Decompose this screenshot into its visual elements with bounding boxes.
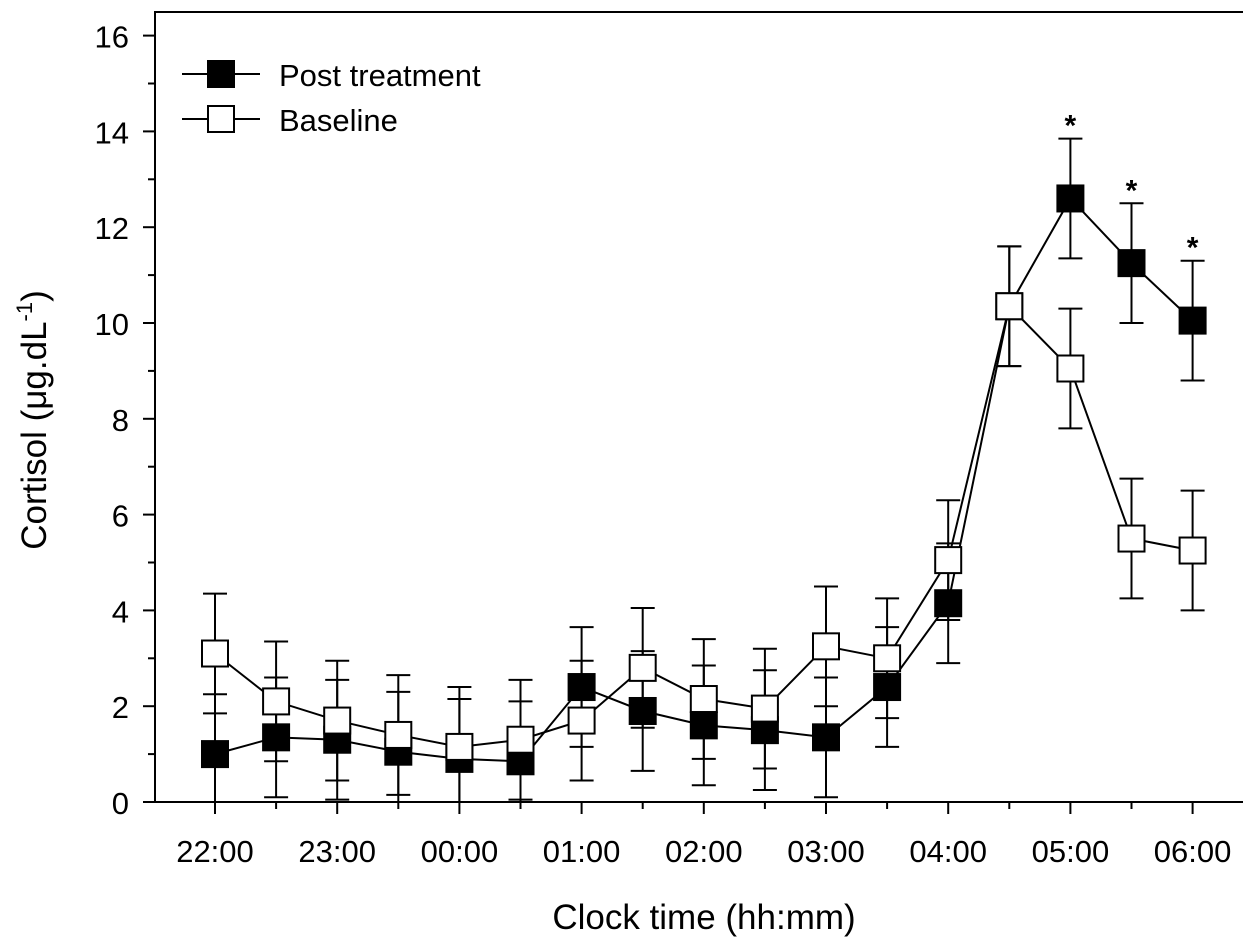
data-point-baseline [995, 292, 1024, 321]
y-tick-label: 0 [112, 786, 129, 821]
x-tick-label: 02:00 [665, 834, 743, 869]
data-point-baseline [1178, 536, 1207, 565]
y-axis-title-superscript: -1 [12, 302, 37, 322]
x-axis-title: Clock time (hh:mm) [552, 898, 855, 937]
data-point-post-treatment [201, 740, 229, 769]
legend-item-post-treatment: Post treatment [182, 58, 481, 93]
y-tick-label: 4 [112, 594, 129, 629]
plot-frame [154, 11, 1243, 803]
data-point-baseline [812, 632, 840, 661]
y-axis-title-close: ) [15, 290, 54, 302]
y-axis: 0 2 4 6 8 10 12 14 16 [95, 20, 155, 821]
y-tick-label: 12 [95, 211, 129, 246]
significance-asterisk: * [1126, 174, 1138, 207]
data-point-post-treatment [1056, 184, 1085, 213]
significance-asterisk: * [1065, 110, 1077, 143]
data-point-baseline [506, 725, 535, 754]
y-tick-label: 16 [95, 20, 129, 55]
legend: Post treatment Baseline [182, 58, 481, 138]
legend-label-post-treatment: Post treatment [279, 58, 481, 93]
data-point-baseline [445, 732, 474, 761]
series-layer [201, 137, 1207, 803]
data-point-baseline [323, 706, 352, 735]
data-point-baseline [262, 687, 291, 716]
significance-asterisk: * [1187, 232, 1199, 265]
x-tick-label: 01:00 [543, 834, 621, 869]
data-point-baseline [873, 644, 902, 673]
data-point-post-treatment [1178, 306, 1207, 335]
x-tick-label: 03:00 [787, 834, 865, 869]
y-axis-title: Cortisol (μg.dL-1) [12, 290, 54, 550]
x-tick-label: 06:00 [1154, 834, 1232, 869]
x-tick-label: 22:00 [176, 834, 254, 869]
legend-marker-baseline [207, 105, 235, 133]
data-point-baseline [1117, 524, 1146, 553]
data-point-baseline [384, 720, 413, 749]
data-point-baseline [689, 685, 718, 714]
data-point-post-treatment [812, 723, 840, 752]
y-tick-label: 8 [112, 403, 129, 438]
legend-label-baseline: Baseline [279, 103, 398, 138]
data-point-baseline [201, 639, 229, 668]
y-tick-label: 10 [95, 307, 129, 342]
data-point-post-treatment [1117, 249, 1146, 278]
data-point-baseline [934, 546, 963, 575]
y-axis-title-main: Cortisol (μg.dL [15, 321, 54, 549]
x-axis: 22:00 23:00 00:00 01:00 02:00 03:00 04:00 05:00… [176, 802, 1231, 869]
legend-item-baseline: Baseline [182, 103, 398, 138]
x-tick-label: 23:00 [298, 834, 376, 869]
data-point-baseline [628, 653, 657, 682]
x-tick-label: 04:00 [909, 834, 987, 869]
y-tick-label: 14 [95, 115, 129, 150]
y-tick-label: 6 [112, 499, 129, 534]
annotation-layer: * * * [1065, 110, 1199, 265]
series-baseline [201, 245, 1207, 803]
x-tick-label: 00:00 [421, 834, 499, 869]
data-point-baseline [567, 706, 596, 735]
y-tick-label: 2 [112, 690, 129, 725]
legend-marker-post-treatment [207, 60, 235, 88]
data-point-baseline [1056, 354, 1085, 383]
x-tick-label: 05:00 [1032, 834, 1110, 869]
data-point-baseline [750, 694, 779, 723]
